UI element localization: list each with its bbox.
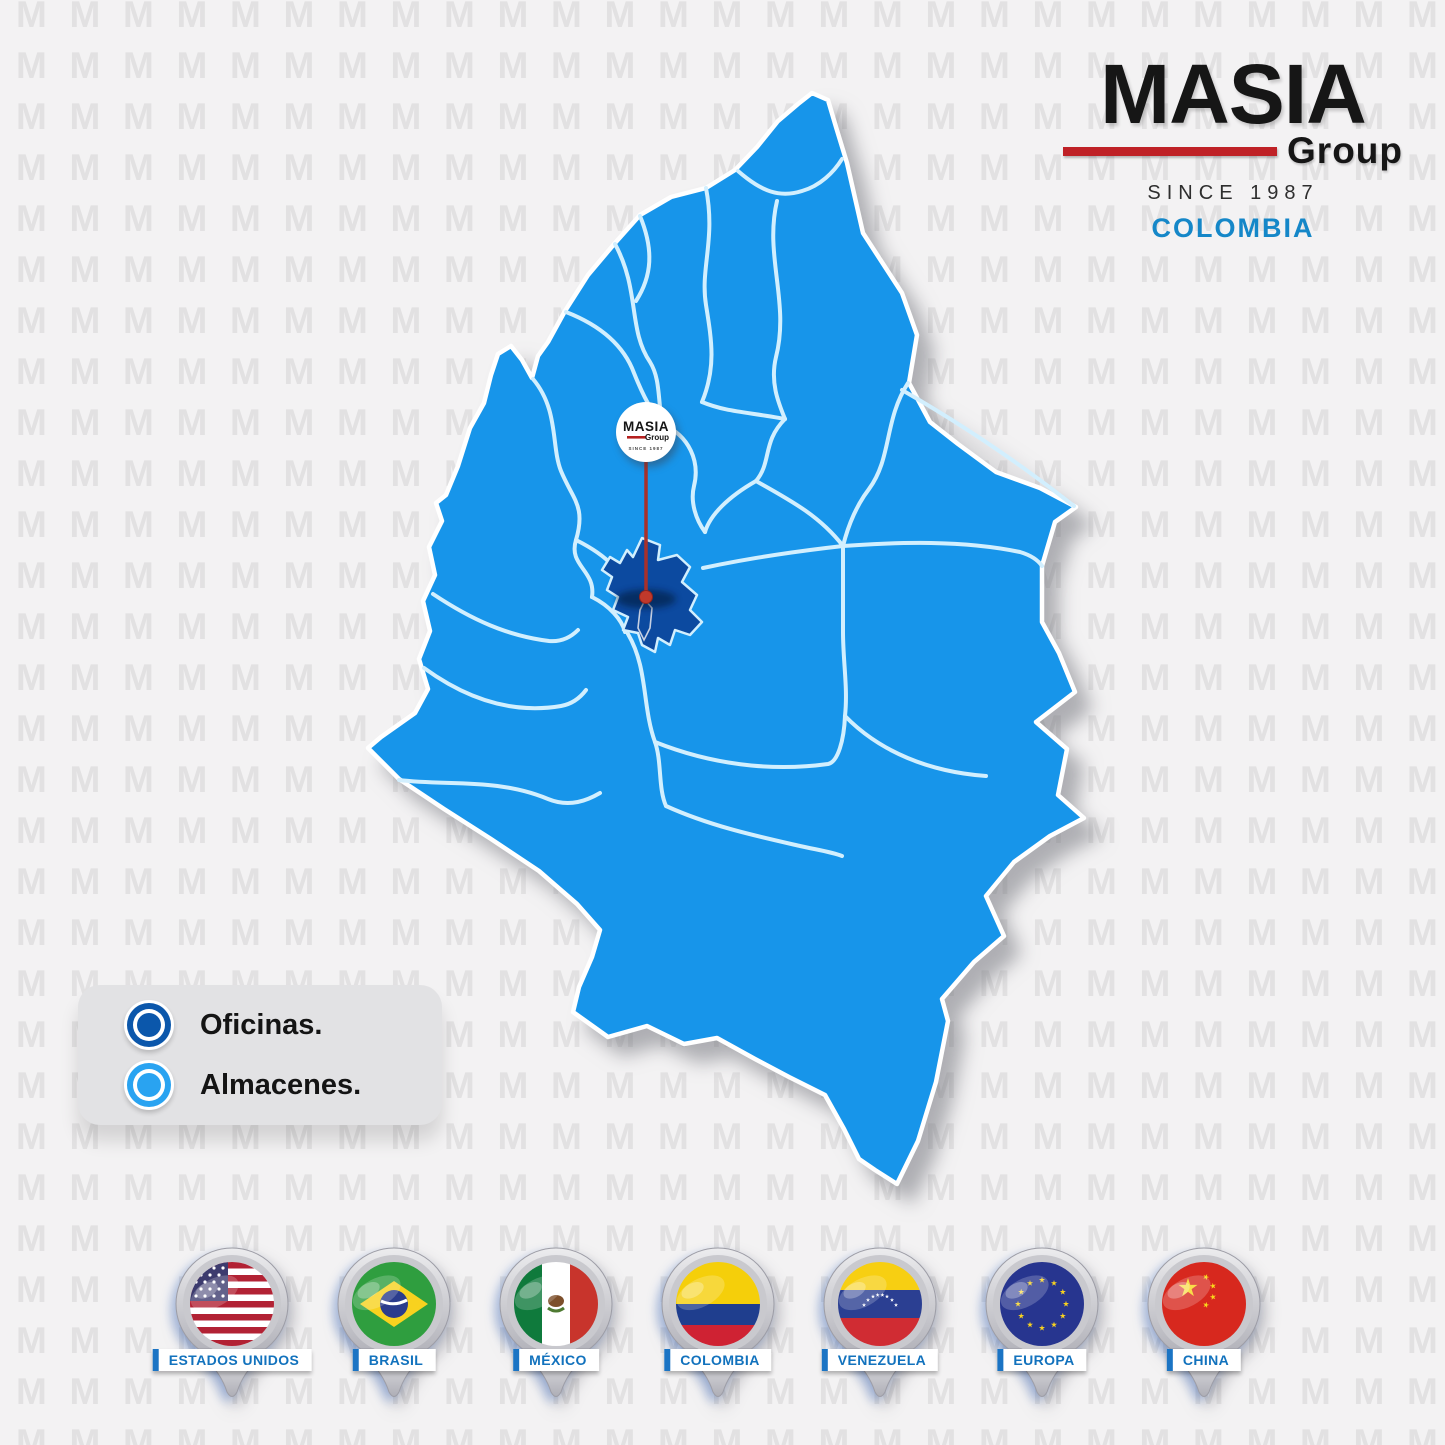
legend-item-oficinas: Oficinas. — [126, 1002, 323, 1048]
office-marker-icon — [137, 1013, 161, 1037]
badge-group: Group — [645, 433, 669, 442]
badge-since: SINCE 1987 — [628, 446, 663, 451]
marker-dot — [639, 590, 653, 604]
pin-estados-unidos — [175, 1247, 289, 1397]
pin-label-europa: EUROPA — [997, 1349, 1087, 1371]
brand-group-row: Group — [1063, 130, 1403, 172]
badge-name: MASIA — [623, 419, 669, 434]
pin-label-venezuela: VENEZUELA — [821, 1349, 939, 1371]
pin-label-mexico: MÉXICO — [513, 1349, 599, 1371]
masia-map-badge: MASIA Group SINCE 1987 — [616, 402, 676, 462]
pin-label-china: CHINA — [1166, 1349, 1242, 1371]
pin-label-colombia: COLOMBIA — [664, 1349, 772, 1371]
flag-brasil-icon — [352, 1262, 436, 1346]
pin-china — [1147, 1247, 1261, 1397]
legend-label: Almacenes. — [200, 1068, 362, 1101]
flag-mexico-icon — [514, 1262, 598, 1346]
flag-china-icon — [1162, 1262, 1246, 1346]
brand-group: Group — [1287, 130, 1403, 171]
brand-red-bar — [1063, 146, 1278, 156]
legend-label: Oficinas. — [200, 1008, 323, 1041]
pin-venezuela — [823, 1247, 937, 1397]
flag-europa-icon — [1000, 1262, 1084, 1346]
brand-logo: MASIA Group SINCE 1987 COLOMBIA — [1063, 52, 1403, 244]
pin-label-brasil: BRASIL — [352, 1349, 436, 1371]
brand-country: COLOMBIA — [1151, 213, 1315, 243]
pin-mexico — [499, 1247, 613, 1397]
brand-name: MASIA — [1100, 47, 1367, 141]
pin-label-estados-unidos: ESTADOS UNIDOS — [152, 1349, 312, 1371]
brand-since: SINCE 1987 — [1147, 182, 1319, 204]
pin-europa — [985, 1247, 1099, 1397]
pin-brasil — [337, 1247, 451, 1397]
legend-panel: Oficinas. Almacenes. — [78, 985, 442, 1125]
legend-item-almacenes: Almacenes. — [126, 1062, 361, 1108]
pin-colombia — [661, 1247, 775, 1397]
warehouse-marker-icon — [137, 1073, 161, 1097]
